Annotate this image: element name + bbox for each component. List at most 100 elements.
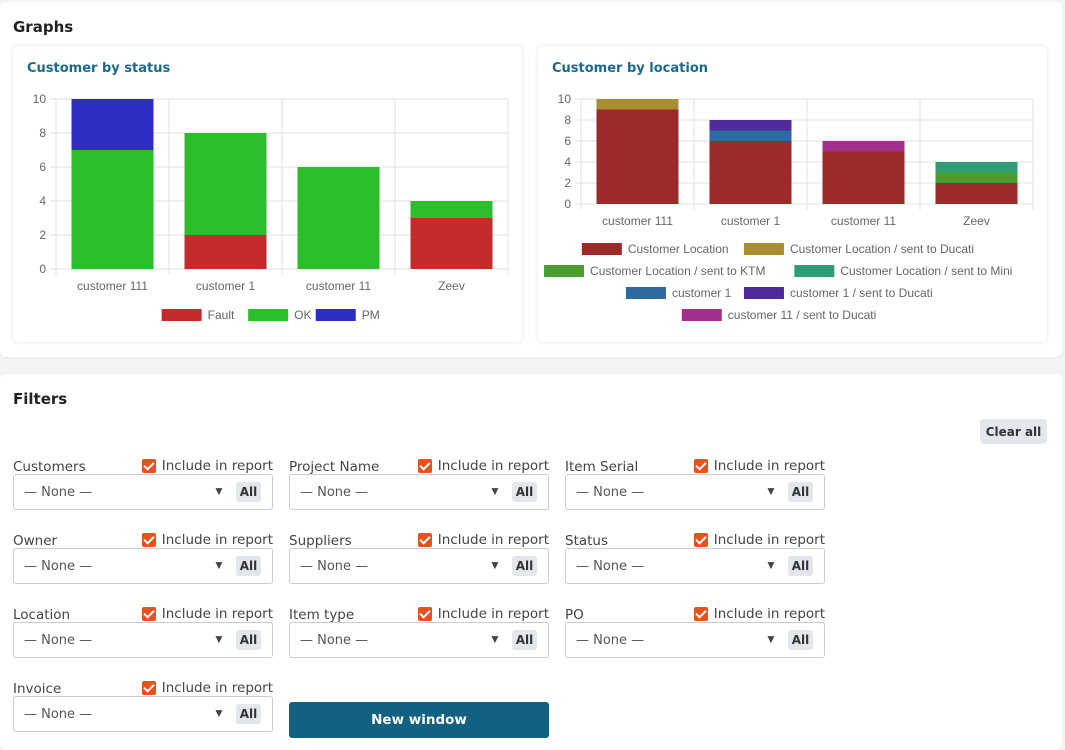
clear-all-button[interactable]: Clear all: [980, 419, 1047, 444]
include-in-report-toggle[interactable]: Include in report: [693, 458, 825, 474]
customer-by-location-chart: 0 2 4 6 8 10 customer 111 customer 1 customer 11…: [544, 92, 1034, 322]
bar-segment[interactable]: [71, 150, 154, 269]
filter-item-type: Item type Include in report — None — ▼ A…: [289, 606, 549, 667]
legend-item[interactable]: customer 1: [625, 286, 732, 300]
include-in-report-toggle[interactable]: Include in report: [417, 532, 549, 548]
bar-segment[interactable]: [184, 133, 267, 235]
bar-segment[interactable]: [184, 235, 267, 269]
include-in-report-toggle[interactable]: Include in report: [417, 606, 549, 622]
filter-location: Location Include in report — None — ▼ Al…: [13, 606, 273, 667]
dropdown-arrow-icon[interactable]: ▼: [213, 706, 225, 720]
select-all-button[interactable]: All: [788, 556, 813, 576]
include-in-report-toggle[interactable]: Include in report: [141, 532, 273, 548]
include-in-report-toggle[interactable]: Include in report: [141, 606, 273, 622]
select-value: — None —: [24, 485, 93, 500]
include-checkbox[interactable]: [141, 607, 156, 621]
legend-item[interactable]: Customer Location / sent to Mini: [794, 264, 1012, 278]
select-all-button[interactable]: All: [512, 630, 537, 650]
legend-swatch: [625, 287, 666, 299]
include-checkbox[interactable]: [693, 607, 708, 621]
new-window-button[interactable]: New window: [289, 702, 549, 738]
select-all-button[interactable]: All: [236, 556, 261, 576]
legend-swatch: [315, 309, 356, 321]
select-all-button[interactable]: All: [236, 630, 261, 650]
filter-select[interactable]: — None — ▼ All: [13, 696, 273, 732]
include-in-report-toggle[interactable]: Include in report: [141, 680, 273, 696]
filter-select[interactable]: — None — ▼ All: [13, 548, 273, 584]
bar-segment[interactable]: [935, 183, 1018, 204]
filter-select[interactable]: — None — ▼ All: [565, 622, 825, 658]
include-label: Include in report: [161, 680, 273, 696]
include-in-report-toggle[interactable]: Include in report: [141, 458, 273, 474]
include-label: Include in report: [437, 606, 549, 622]
legend-item[interactable]: customer 11 / sent to Ducati: [681, 308, 877, 322]
filter-invoice: Invoice Include in report — None — ▼ All: [13, 680, 273, 741]
bar-segment[interactable]: [410, 201, 493, 218]
select-all-button[interactable]: All: [512, 482, 537, 502]
dropdown-arrow-icon[interactable]: ▼: [765, 558, 777, 572]
dropdown-arrow-icon[interactable]: ▼: [489, 484, 501, 498]
select-all-button[interactable]: All: [236, 482, 261, 502]
bar-segment[interactable]: [410, 218, 493, 269]
legend-item[interactable]: Fault: [161, 308, 235, 322]
include-checkbox[interactable]: [693, 459, 708, 473]
bar-segment[interactable]: [297, 167, 380, 269]
legend-label: customer 1 / sent to Ducati: [790, 286, 933, 300]
bar-segment[interactable]: [709, 130, 792, 142]
filter-select[interactable]: — None — ▼ All: [289, 474, 549, 510]
dropdown-arrow-icon[interactable]: ▼: [213, 632, 225, 646]
filter-select[interactable]: — None — ▼ All: [289, 622, 549, 658]
filter-select[interactable]: — None — ▼ All: [13, 474, 273, 510]
bar-segment[interactable]: [709, 120, 792, 131]
include-checkbox[interactable]: [417, 607, 432, 621]
bar-segment[interactable]: [822, 151, 905, 205]
legend-swatch: [161, 309, 202, 321]
legend-item[interactable]: OK: [248, 308, 311, 322]
select-all-button[interactable]: All: [236, 704, 261, 724]
dropdown-arrow-icon[interactable]: ▼: [765, 484, 777, 498]
filter-select[interactable]: — None — ▼ All: [565, 548, 825, 584]
select-all-button[interactable]: All: [512, 556, 537, 576]
bar-segment[interactable]: [596, 109, 679, 205]
filter-select[interactable]: — None — ▼ All: [565, 474, 825, 510]
include-checkbox[interactable]: [693, 533, 708, 547]
select-value: — None —: [576, 633, 645, 648]
legend-item[interactable]: Customer Location: [581, 242, 729, 256]
legend-item[interactable]: Customer Location / sent to KTM: [544, 264, 765, 278]
filter-select[interactable]: — None — ▼ All: [289, 548, 549, 584]
y-tick-label: 4: [39, 194, 46, 208]
include-in-report-toggle[interactable]: Include in report: [417, 458, 549, 474]
select-all-button[interactable]: All: [788, 630, 813, 650]
dropdown-arrow-icon[interactable]: ▼: [489, 632, 501, 646]
bar-segment[interactable]: [935, 172, 1018, 184]
select-all-button[interactable]: All: [788, 482, 813, 502]
include-in-report-toggle[interactable]: Include in report: [693, 532, 825, 548]
x-tick-label: customer 11: [831, 214, 896, 228]
dropdown-arrow-icon[interactable]: ▼: [213, 484, 225, 498]
customer-by-status-title: Customer by status: [27, 61, 171, 76]
filter-label: Item type: [289, 607, 355, 623]
filter-po: PO Include in report — None — ▼ All: [565, 606, 825, 667]
include-checkbox[interactable]: [141, 681, 156, 695]
filter-label: PO: [565, 607, 584, 623]
bar-segment[interactable]: [596, 99, 679, 110]
include-checkbox[interactable]: [141, 533, 156, 547]
legend-item[interactable]: Customer Location / sent to Ducati: [743, 242, 974, 256]
bar-segment[interactable]: [71, 99, 154, 150]
bar-segment[interactable]: [822, 141, 905, 152]
include-checkbox[interactable]: [417, 459, 432, 473]
dropdown-arrow-icon[interactable]: ▼: [489, 558, 501, 572]
bar-segment[interactable]: [935, 162, 1018, 173]
include-checkbox[interactable]: [417, 533, 432, 547]
include-label: Include in report: [161, 458, 273, 474]
y-tick-label: 6: [39, 160, 46, 174]
include-in-report-toggle[interactable]: Include in report: [693, 606, 825, 622]
dropdown-arrow-icon[interactable]: ▼: [765, 632, 777, 646]
include-checkbox[interactable]: [141, 459, 156, 473]
legend-item[interactable]: PM: [315, 308, 380, 322]
filter-select[interactable]: — None — ▼ All: [13, 622, 273, 658]
customer-by-location-title: Customer by location: [552, 61, 709, 76]
bar-segment[interactable]: [709, 141, 792, 204]
dropdown-arrow-icon[interactable]: ▼: [213, 558, 225, 572]
legend-item[interactable]: customer 1 / sent to Ducati: [743, 286, 933, 300]
